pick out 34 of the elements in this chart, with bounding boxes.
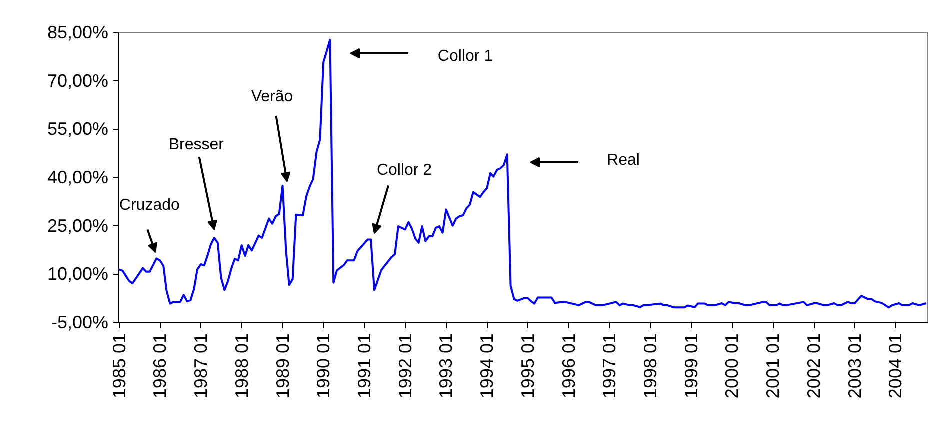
y-tick-label: 25,00% [47,216,109,236]
x-tick-label: 2001 01 [763,333,784,399]
x-tick-label: 1994 01 [477,333,498,399]
annotation: Real [607,152,640,169]
x-tick-label: 1987 01 [190,333,211,399]
annotation: Bresser [168,136,225,154]
y-tick-label: 40,00% [47,168,109,188]
y-tick-label: 70,00% [47,70,109,91]
x-tick-label: 1985 01 [109,333,130,399]
x-tick-label: 2004 01 [886,333,906,399]
x-tick-label: 1997 01 [600,333,620,399]
annotation: Cruzado [119,197,180,214]
x-tick-label: 1990 01 [314,333,334,399]
annotation: Collor 1 [438,48,494,65]
y-tick-label: 55,00% [47,119,109,140]
x-tick-label: 2002 01 [804,333,824,399]
x-tick-label: 2000 01 [722,333,742,399]
x-tick-label: 1998 01 [640,333,661,399]
line-series [118,38,928,309]
x-tick-label: 1988 01 [232,333,252,399]
y-tick-label: 85,00% [47,22,109,42]
x-tick-label: 1986 01 [150,333,170,399]
x-tick-label: 1999 01 [681,333,702,399]
x-tick-label: 1995 01 [518,333,538,399]
y-tick-label: 10,00% [47,264,109,284]
x-tick-label: 1992 01 [395,333,416,399]
annotation: Collor 2 [376,162,432,180]
y-tick-label: -5,00% [51,312,109,332]
x-tick-label: 1989 01 [272,333,293,399]
x-tick-label: 1991 01 [354,333,374,399]
x-tick-label: 1996 01 [558,333,579,399]
x-tick-label: 1993 01 [436,333,456,399]
annotation: Verão [251,88,294,106]
x-tick-label: 2003 01 [844,333,865,399]
